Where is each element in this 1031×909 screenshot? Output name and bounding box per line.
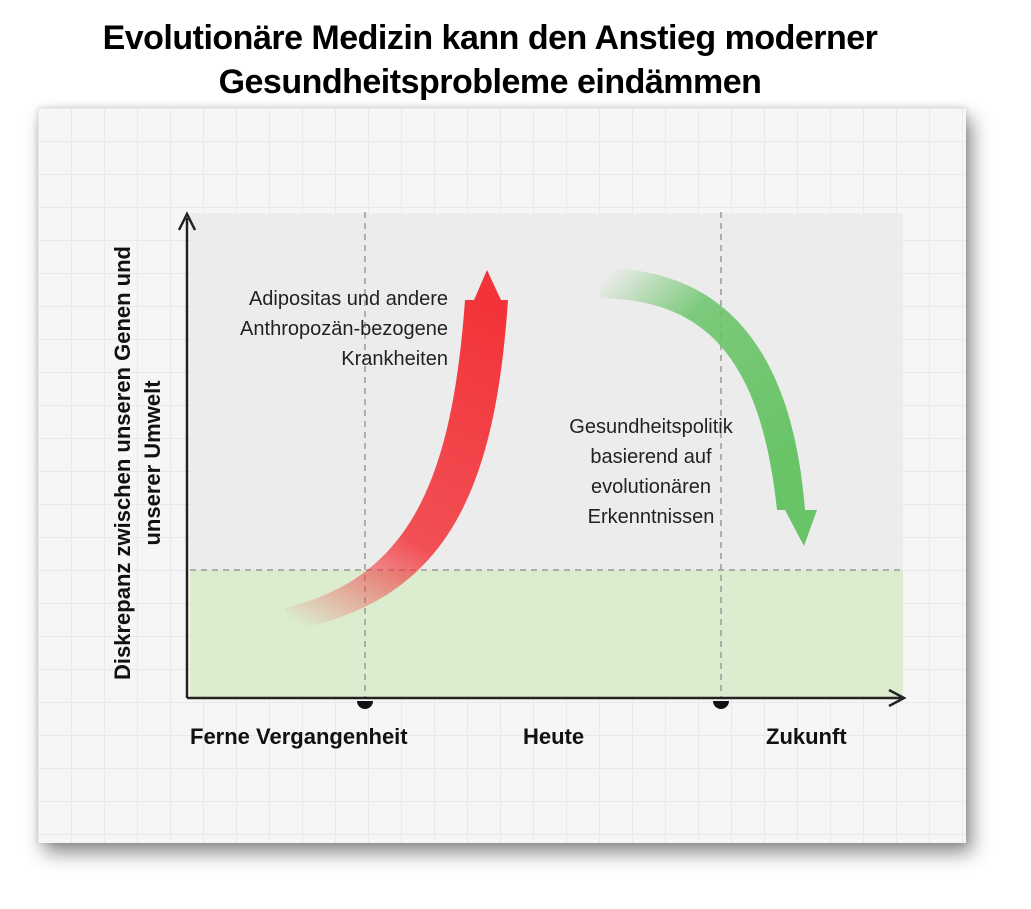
- x-axis-arrowhead: [888, 688, 907, 708]
- red-curve-annotation: Adipositas und andere Anthropozän-bezoge…: [240, 288, 448, 370]
- diagram-title-line-1: Evolutionäre Medizin kann den Anstieg mo…: [102, 19, 878, 57]
- green-falling-arrow: [600, 268, 817, 546]
- y-axis-arrowhead: [177, 211, 197, 231]
- baseline-band: [190, 570, 903, 698]
- x-label-today: Heute: [523, 724, 585, 749]
- past-marker: [357, 701, 373, 709]
- x-label-past: Ferne Vergangenheit: [190, 724, 408, 749]
- red-rising-arrow: [285, 270, 508, 630]
- green-curve-annotation: Gesundheitspolitik basierend auf evoluti…: [569, 416, 733, 528]
- future-marker: [713, 701, 729, 709]
- diagram-title-line-2: Gesundheitsprobleme eindämmen: [218, 63, 762, 101]
- x-label-future: Zukunft: [766, 724, 847, 749]
- y-axis-label: Diskrepanz zwischen unseren Genen und un…: [110, 246, 165, 680]
- upper-plot-band: [190, 213, 903, 570]
